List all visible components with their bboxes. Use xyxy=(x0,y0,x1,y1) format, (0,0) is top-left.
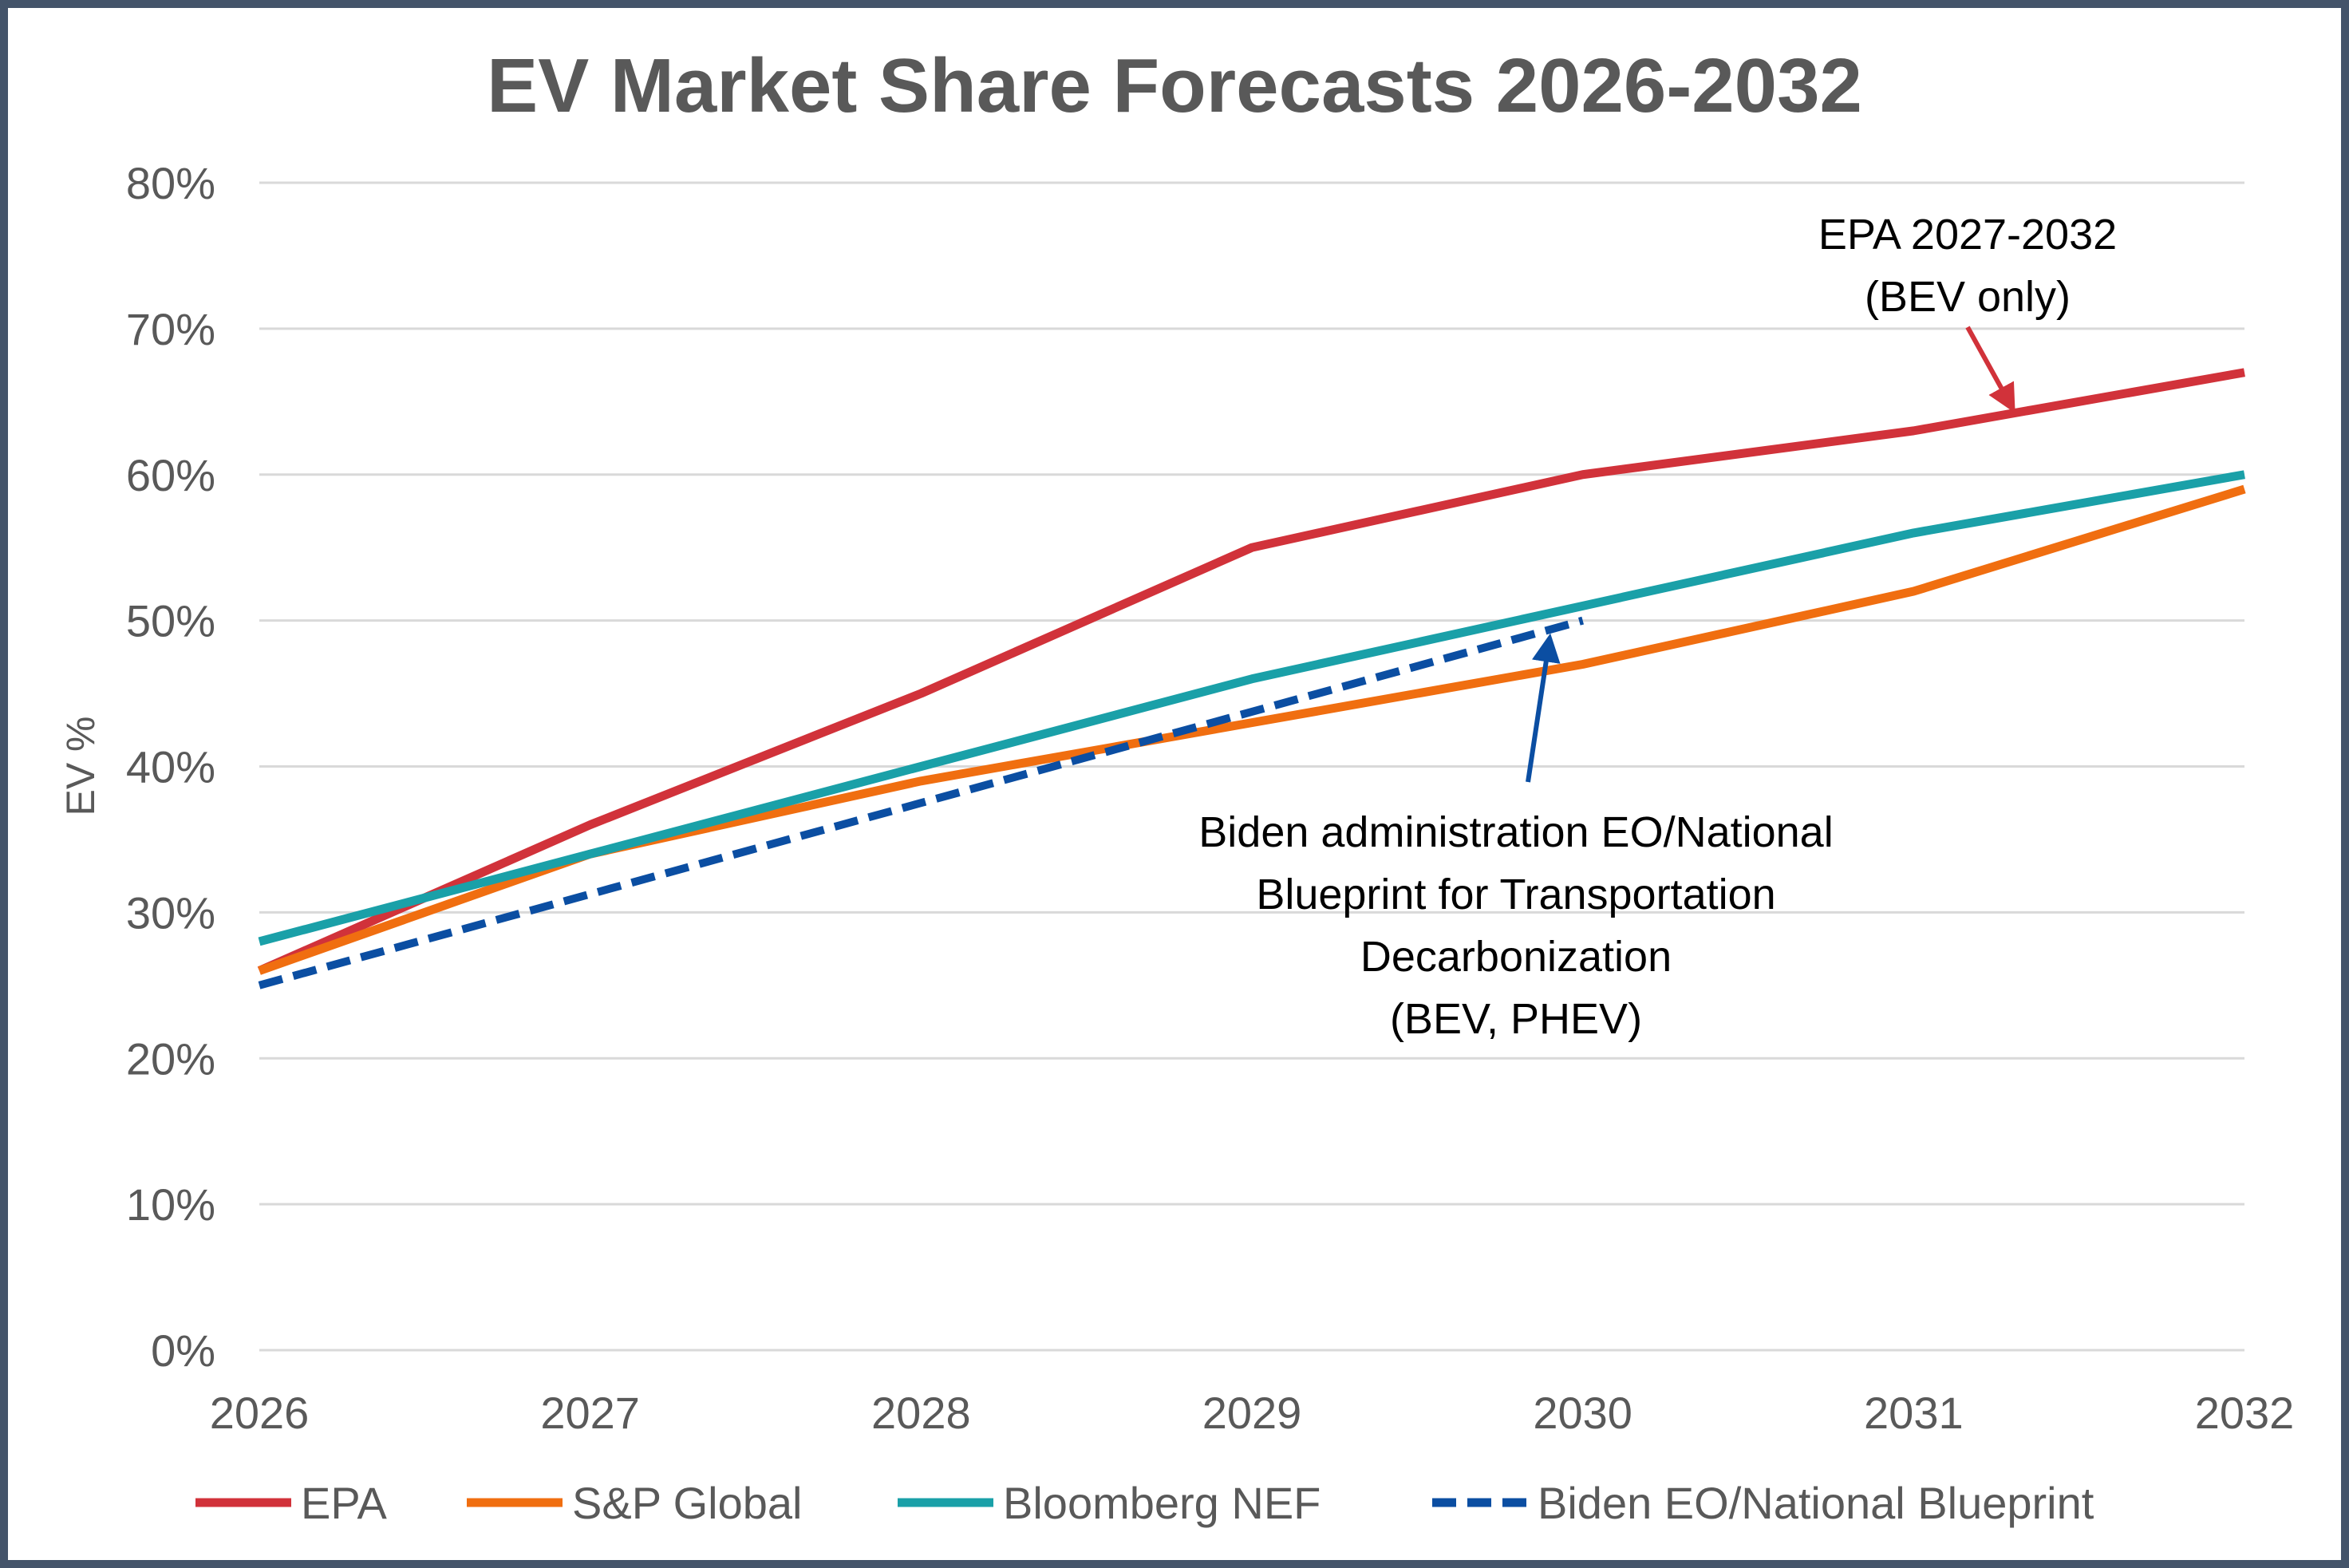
y-tick-label: 40% xyxy=(126,742,215,792)
legend-label: Bloomberg NEF xyxy=(1003,1478,1321,1528)
y-tick-label: 50% xyxy=(126,596,215,646)
y-tick-label: 10% xyxy=(126,1179,215,1230)
y-axis-label: EV % xyxy=(58,716,103,816)
legend-label: Biden EO/National Blueprint xyxy=(1538,1478,2094,1528)
annotation-biden: Decarbonization xyxy=(1360,933,1672,981)
x-tick-label: 2032 xyxy=(2195,1388,2295,1438)
x-tick-label: 2028 xyxy=(871,1388,971,1438)
y-tick-label: 70% xyxy=(126,304,215,354)
annotation-biden: Biden administration EO/National xyxy=(1198,808,1833,856)
y-tick-label: 30% xyxy=(126,887,215,938)
annotation-epa: (BEV only) xyxy=(1865,273,2071,321)
legend-label: EPA xyxy=(301,1478,388,1528)
y-tick-label: 0% xyxy=(151,1325,215,1376)
annotation-arrow xyxy=(1965,326,2015,413)
x-tick-label: 2027 xyxy=(540,1388,640,1438)
chart-title: EV Market Share Forecasts 2026-2032 xyxy=(487,43,1862,128)
x-tick-label: 2029 xyxy=(1202,1388,1302,1438)
x-tick-label: 2031 xyxy=(1864,1388,1964,1438)
annotation-biden: (BEV, PHEV) xyxy=(1390,995,1642,1043)
y-tick-label: 60% xyxy=(126,450,215,500)
y-tick-label: 80% xyxy=(126,158,215,208)
series-line-epa xyxy=(257,368,2245,975)
annotation-epa: EPA 2027-2032 xyxy=(1818,211,2117,259)
legend-label: S&P Global xyxy=(572,1478,802,1528)
x-tick-label: 2030 xyxy=(1533,1388,1632,1438)
y-tick-label: 20% xyxy=(126,1033,215,1084)
x-tick-label: 2026 xyxy=(210,1388,310,1438)
annotation-arrow xyxy=(1526,633,1561,783)
series-line-s-p-global xyxy=(258,484,2246,975)
annotation-biden: Blueprint for Transportation xyxy=(1256,871,1775,918)
